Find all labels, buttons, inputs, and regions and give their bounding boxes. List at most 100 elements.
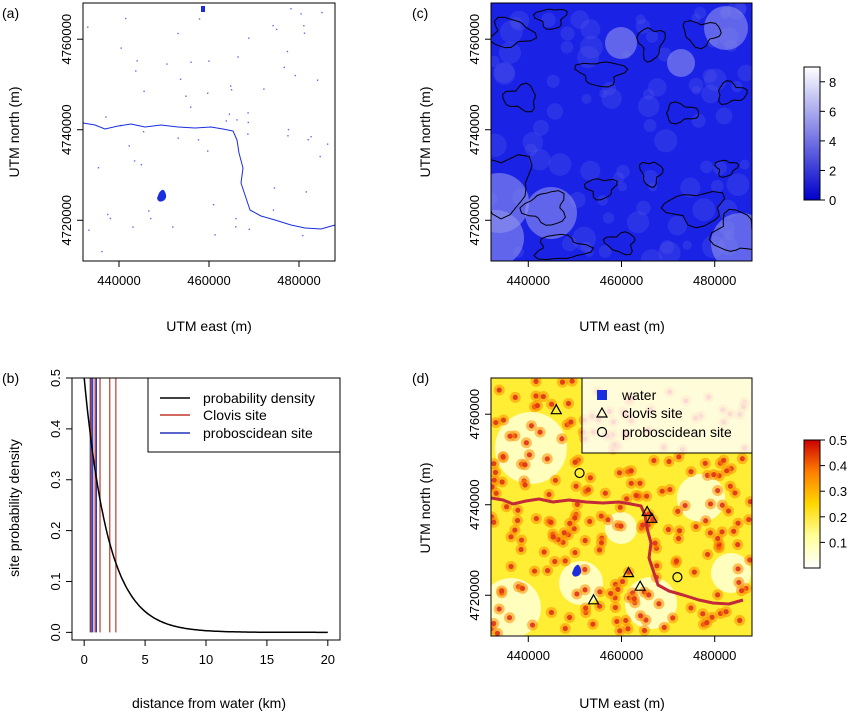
pond-marker bbox=[248, 37, 250, 39]
pond-marker bbox=[235, 226, 237, 228]
heatmap-spot bbox=[528, 423, 535, 429]
lake-patch bbox=[157, 189, 167, 202]
heatmap-spot bbox=[617, 504, 623, 510]
y-tick-label: 0.5 bbox=[48, 369, 63, 387]
heatmap-spot bbox=[544, 568, 551, 574]
heatmap-spot bbox=[552, 477, 559, 483]
heatmap-spot bbox=[725, 508, 732, 514]
pond-marker bbox=[132, 226, 134, 228]
pond-marker bbox=[230, 89, 233, 91]
x-tick-label: 440000 bbox=[507, 273, 550, 288]
high-distance-area bbox=[667, 49, 695, 77]
heatmap-spot bbox=[735, 542, 741, 548]
heatmap-spot bbox=[493, 61, 515, 83]
pond-marker bbox=[316, 79, 319, 81]
heatmap-spot bbox=[660, 240, 675, 255]
legend-swatch-water bbox=[597, 390, 607, 400]
heatmap-spot bbox=[493, 63, 516, 85]
heatmap-spot bbox=[727, 483, 733, 489]
x-tick-label: 5 bbox=[141, 652, 148, 667]
heatmap-spot bbox=[583, 605, 589, 611]
heatmap-spot bbox=[651, 457, 657, 464]
y-tick-label: 4720000 bbox=[59, 195, 74, 246]
heatmap-spot bbox=[552, 558, 558, 565]
pond-marker bbox=[179, 78, 182, 80]
heatmap-spot bbox=[598, 540, 605, 546]
pond-marker bbox=[172, 226, 174, 228]
heatmap-spot bbox=[491, 55, 500, 68]
y-axis-ticks: 4720000 4740000 4760000 bbox=[467, 389, 491, 621]
heatmap-spot bbox=[582, 587, 588, 593]
heatmap-spot bbox=[675, 508, 681, 514]
heatmap-spot bbox=[582, 537, 588, 544]
heatmap-spot bbox=[707, 530, 713, 536]
y-tick-label: 4740000 bbox=[59, 104, 74, 155]
pond-marker bbox=[190, 106, 192, 108]
heatmap-spot bbox=[548, 401, 555, 407]
heatmap-spot bbox=[675, 535, 682, 542]
y-tick-label: 0.3 bbox=[48, 471, 63, 489]
heatmap-spot bbox=[637, 613, 644, 619]
heatmap-spot bbox=[693, 523, 699, 530]
heatmap-spot bbox=[726, 173, 750, 197]
heatmap-spot bbox=[500, 454, 506, 460]
pond-marker bbox=[214, 234, 216, 236]
pond-marker bbox=[101, 250, 103, 253]
heatmap-spot bbox=[540, 393, 546, 400]
heatmap-spot bbox=[691, 13, 701, 23]
heatmap-spot bbox=[559, 379, 566, 385]
proboscidean-site-marker bbox=[574, 467, 585, 479]
heatmap-spot bbox=[533, 378, 539, 384]
pond-marker bbox=[166, 63, 168, 65]
heatmap-spot bbox=[628, 468, 634, 474]
high-distance-area bbox=[525, 187, 577, 239]
water-features bbox=[82, 6, 336, 253]
pond-marker bbox=[247, 121, 250, 124]
heatmap-spot bbox=[640, 522, 646, 528]
contour-line bbox=[666, 101, 700, 125]
heatmap-spot bbox=[619, 578, 626, 585]
heatmap-spot bbox=[598, 244, 612, 258]
heatmap-spot bbox=[582, 566, 588, 573]
heatmap-spot bbox=[705, 551, 711, 558]
colorbar-ticks: 0 2 4 6 8 bbox=[820, 75, 836, 208]
heatmap-spot bbox=[496, 387, 502, 393]
pond-marker bbox=[290, 8, 292, 10]
pond-marker bbox=[105, 116, 107, 118]
low-probability-area bbox=[559, 561, 603, 605]
heatmap-spot bbox=[676, 528, 683, 534]
pond-marker bbox=[310, 135, 312, 138]
legend-label-proboscidean: proboscidean site bbox=[622, 424, 732, 440]
y-tick-label: 4760000 bbox=[467, 389, 482, 440]
lake-patch bbox=[572, 564, 582, 577]
heatmap-spot bbox=[498, 41, 521, 64]
pond-marker bbox=[120, 124, 122, 127]
pond-marker bbox=[300, 13, 302, 15]
pond-marker bbox=[286, 50, 289, 53]
heatmap-spot bbox=[667, 486, 673, 493]
heatmap-spot bbox=[506, 615, 513, 621]
heatmap-spot bbox=[493, 490, 499, 496]
y-tick-label: 0.0 bbox=[48, 623, 63, 641]
heatmap-spot bbox=[585, 487, 591, 493]
pond-marker bbox=[133, 160, 136, 162]
y-tick-label: 4740000 bbox=[467, 479, 482, 530]
clovis-site-marker bbox=[587, 593, 600, 605]
heatmap-spot bbox=[580, 19, 601, 40]
pond-marker bbox=[198, 18, 201, 20]
heatmap-spot bbox=[624, 496, 630, 502]
pond-marker bbox=[237, 56, 239, 58]
pond-marker bbox=[190, 61, 192, 63]
heatmap-spot bbox=[736, 579, 742, 586]
y-tick-label: 0.4 bbox=[48, 420, 63, 438]
heatmap-spot bbox=[525, 143, 538, 156]
pond-marker bbox=[247, 112, 249, 114]
heatmap-spot bbox=[572, 515, 578, 521]
heatmap-spot bbox=[739, 456, 745, 462]
y-axis-ticks: 4720000 4740000 4760000 bbox=[59, 14, 83, 246]
y-axis-label: UTM north (m) bbox=[417, 463, 433, 554]
pond-marker bbox=[303, 25, 305, 27]
contour-line bbox=[519, 190, 566, 226]
panel-c: (c) 440000 460000 480000 4720000 4740000 476… bbox=[412, 2, 836, 334]
heatmap-spot bbox=[712, 161, 727, 176]
